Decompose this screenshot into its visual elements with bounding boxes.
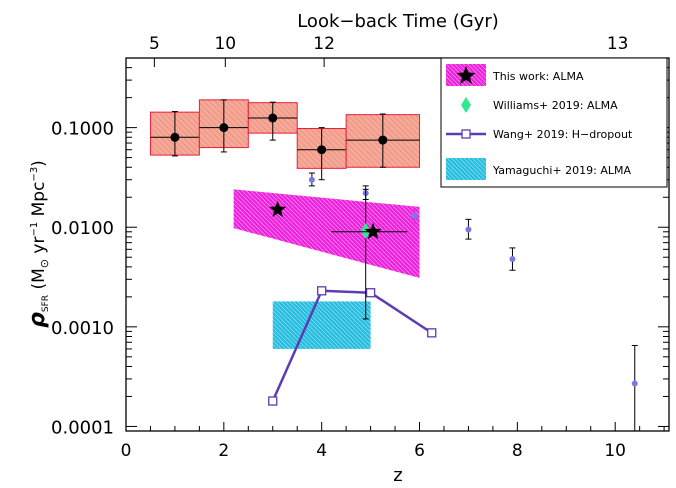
y-axis-title: ρSFR (M⊙ yr−1 Mpc−3) [25,160,51,328]
x-tick-label: 2 [218,441,229,461]
red-box-point-0 [170,132,180,142]
this-work-star-1 [364,222,382,240]
y-axis-units-pre: (M [29,268,49,295]
legend-label-wang: Wang+ 2019: H−dropout [493,128,633,141]
wang-point-1 [317,286,327,296]
y-axis-units-mid2: Mpc [29,182,49,222]
legend-diamond-icon [461,97,471,113]
blue-point-5 [631,380,638,387]
x-tick-label: 10 [604,441,626,461]
plot-frame [125,57,670,432]
red-box-point-1 [219,123,229,133]
x-tick-label: 0 [121,441,132,461]
x-tick-label: 6 [414,441,425,461]
x-tick-label: 8 [512,441,523,461]
y-tick-label: 0.1000 [51,119,114,140]
yamaguchi-box [272,301,371,349]
top-tick-label: 5 [149,34,160,54]
legend-star-icon [456,66,476,84]
this-work-star-0 [269,200,287,217]
top-tick-label: 13 [607,34,629,54]
y-axis-symbol: ρ [25,312,50,328]
y-tick-label: 0.0100 [51,218,114,239]
this-work-band [233,189,420,278]
y-axis-exp2: −3 [29,167,40,182]
data-layer [149,99,638,432]
y-axis-exp1: −1 [29,222,40,237]
legend-label-this-work: This work: ALMA [492,70,584,83]
legend-square-icon [461,129,471,139]
x-tick-label: 4 [316,441,327,461]
legend: This work: ALMA Williams+ 2019: ALMA Wan… [440,57,668,188]
y-axis-symbol-sub: SFR [41,295,51,312]
red-box-point-2 [268,113,278,123]
wang-point-0 [268,396,278,406]
y-tick-label: 0.0001 [51,417,114,438]
wang-point-3 [427,328,437,338]
wang-line [271,289,433,402]
williams-point [360,222,371,239]
blue-point-3 [465,226,472,233]
y-axis-sun: ⊙ [38,259,51,268]
y-axis-units-post: ) [29,160,49,167]
blue-point-0 [308,176,315,183]
y-axis-units-mid: yr [29,237,49,259]
legend-swatch-this-work [446,64,486,86]
blue-point-4 [509,255,516,262]
legend-label-yamaguchi: Yamaguchi+ 2019: ALMA [492,164,631,177]
top-axis-title: Look−back Time (Gyr) [297,11,499,32]
red-box-point-3 [317,145,327,155]
legend-swatch-yamaguchi [446,158,486,180]
wang-point-2 [365,288,376,298]
y-tick-label: 0.0010 [51,318,114,339]
top-tick-label: 10 [214,34,236,54]
top-tick-label: 12 [313,34,335,54]
blue-point-2 [411,212,418,219]
x-axis-title: z [393,465,402,486]
red-box-point-4 [378,135,388,145]
legend-label-williams: Williams+ 2019: ALMA [493,99,618,112]
